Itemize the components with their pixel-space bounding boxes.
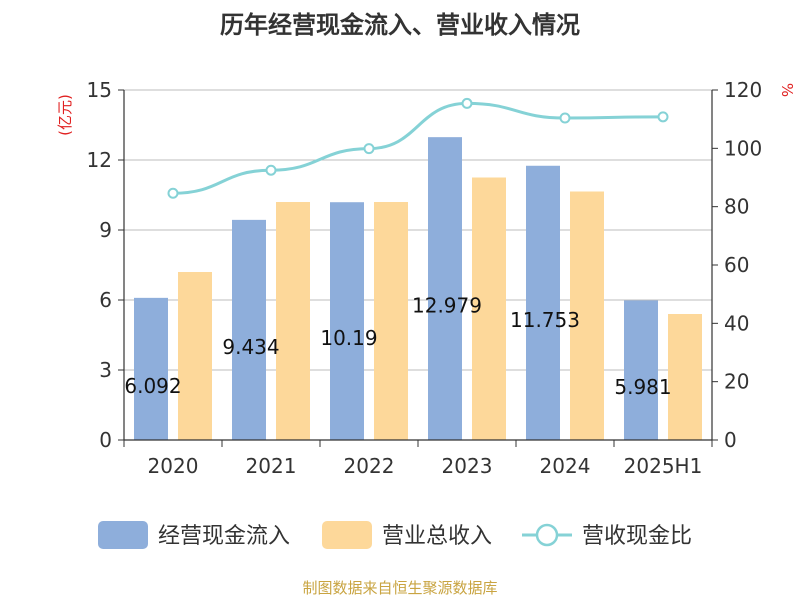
- ratio-point: [363, 143, 375, 155]
- bar-1: [472, 177, 506, 440]
- x-tick-label: 2023: [442, 454, 493, 478]
- x-tick-label: 2020: [148, 454, 199, 478]
- y-right-axis-label: %: [778, 83, 796, 97]
- bar-data-label: 11.753: [510, 308, 580, 332]
- bar-1: [668, 314, 702, 440]
- bar-1: [374, 202, 408, 440]
- bar-data-label: 6.092: [124, 374, 181, 398]
- y-right-tick-label: 120: [724, 78, 762, 102]
- bar-data-label: 9.434: [222, 335, 279, 359]
- x-tick-label: 2025H1: [624, 454, 703, 478]
- ratio-point: [265, 164, 277, 176]
- grid-lines: [124, 89, 712, 371]
- bar-0: [134, 297, 168, 440]
- source-note: 制图数据来自恒生聚源数据库: [302, 579, 497, 597]
- bar-1: [570, 191, 604, 440]
- y-left-axis-label: (亿元): [56, 94, 74, 136]
- tick-labels: 0 3 6 9 12 15 0 20 40 60 80 100 120 2020 2021 2022 2023 2…: [87, 78, 763, 478]
- ratio-line: [167, 97, 669, 199]
- bar-0: [624, 300, 658, 440]
- y-left-tick-label: 12: [87, 148, 112, 172]
- y-right-tick-label: 40: [724, 311, 749, 335]
- bar-0: [330, 202, 364, 440]
- y-left-tick-label: 15: [87, 78, 112, 102]
- ratio-line-path: [172, 101, 664, 195]
- y-right-tick-label: 80: [724, 195, 749, 219]
- y-left-tick-label: 6: [99, 288, 112, 312]
- bar-0: [428, 137, 462, 440]
- ratio-point: [167, 187, 179, 199]
- ratio-point: [657, 111, 669, 123]
- legend-marker: [535, 523, 559, 547]
- bar-0: [526, 165, 560, 440]
- bar-0: [232, 219, 266, 440]
- legend: 经营现金流入 营业总收入 营收现金比: [98, 521, 692, 549]
- y-right-tick-label: 20: [724, 370, 749, 394]
- x-tick-label: 2021: [246, 454, 297, 478]
- bar-data-label: 5.981: [614, 375, 671, 399]
- bar-1: [178, 272, 212, 440]
- legend-label: 营收现金比: [582, 524, 692, 549]
- y-right-tick-label: 100: [724, 136, 762, 160]
- bar-data-label: 12.979: [412, 294, 482, 318]
- legend-label: 经营现金流入: [158, 524, 290, 549]
- x-tick-label: 2024: [540, 454, 591, 478]
- data-labels: 6.092 9.434 10.19 12.979 11.753 5.981: [124, 294, 671, 400]
- bars: [134, 137, 702, 440]
- ratio-point: [559, 112, 571, 124]
- legend-swatch: [322, 521, 372, 549]
- y-left-tick-label: 9: [99, 218, 112, 242]
- ratio-point: [461, 97, 473, 109]
- x-tick-label: 2022: [344, 454, 395, 478]
- y-left-tick-label: 3: [99, 358, 112, 382]
- y-right-tick-label: 60: [724, 253, 749, 277]
- bar-1: [276, 202, 310, 440]
- chart-title: 历年经营现金流入、营业收入情况: [220, 11, 580, 39]
- legend-label: 营业总收入: [382, 524, 492, 549]
- y-left-tick-label: 0: [99, 428, 112, 452]
- y-right-tick-label: 0: [724, 428, 737, 452]
- bar-data-label: 10.19: [320, 326, 377, 350]
- legend-swatch: [98, 521, 148, 549]
- axes: [118, 89, 718, 447]
